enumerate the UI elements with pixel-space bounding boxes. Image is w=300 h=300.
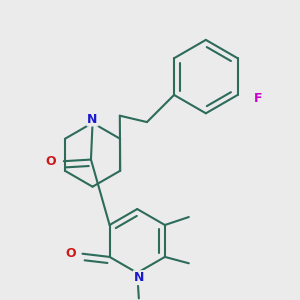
Text: N: N — [134, 271, 144, 284]
Text: F: F — [254, 92, 262, 105]
Text: O: O — [46, 155, 56, 168]
Text: N: N — [87, 112, 98, 125]
Text: O: O — [65, 247, 76, 260]
